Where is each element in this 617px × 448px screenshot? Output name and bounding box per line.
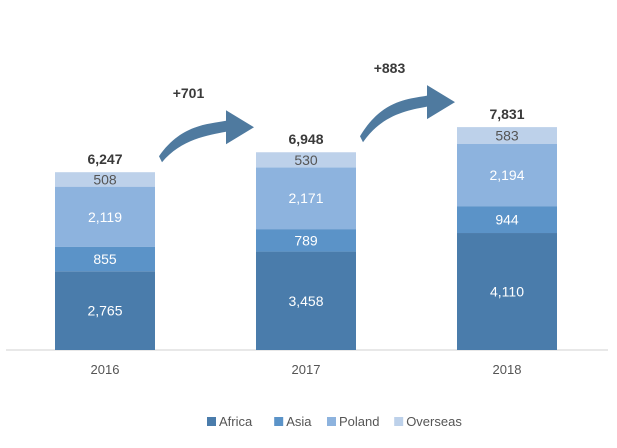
bar-asia-2018 [457,206,557,234]
bar-overseas-2018 [457,127,557,144]
data-label-overseas-2016: 508 [93,171,117,187]
total-label-2017: 6,948 [288,131,323,147]
data-label-asia-2017: 789 [294,232,318,248]
data-label-africa-2016: 2,765 [87,303,122,319]
data-label-africa-2018: 4,110 [490,284,524,300]
data-label-poland-2017: 2,171 [288,190,323,206]
bar-poland-2017 [256,167,356,230]
legend-swatch-overseas [394,417,404,426]
x-tick-label-2017: 2017 [292,362,321,377]
legend: Africa Asia Poland Overseas [207,414,462,429]
legend-label-poland: Poland [339,414,379,429]
legend-swatch-poland [327,417,336,426]
legend-label-africa: Africa [219,414,253,429]
growth-arrows-group: +701 +883 [159,60,455,163]
x-tick-label-2016: 2016 [91,362,120,377]
data-label-overseas-2017: 530 [294,152,318,168]
bar-africa-2018 [457,233,557,350]
data-label-poland-2016: 2,119 [88,209,122,225]
total-label-2016: 6,247 [87,151,122,167]
total-label-2018: 7,831 [489,106,524,122]
data-label-asia-2016: 855 [93,251,117,267]
x-tick-labels-group: 2016 2017 2018 [91,362,522,377]
data-label-poland-2018: 2,194 [489,167,524,183]
legend-swatch-africa [207,417,216,426]
legend-label-overseas: Overseas [406,414,462,429]
legend-label-asia: Asia [286,414,312,429]
data-label-asia-2018: 944 [495,212,519,228]
bar-asia-2017 [256,229,356,252]
data-label-africa-2017: 3,458 [288,293,323,309]
growth-label-2016-2017: +701 [173,85,205,101]
bar-asia-2016 [55,246,155,272]
bar-poland-2016 [55,186,155,247]
growth-label-2017-2018: +883 [374,60,406,76]
bars-group: 2,765 855 2,119 508 6,247 3,458 789 2,171 530 6,9… [55,106,557,350]
growth-arrow-2016-2017 [159,110,254,163]
bar-africa-2017 [256,251,356,350]
growth-arrow-2017-2018 [360,85,455,143]
bar-overseas-2017 [256,152,356,168]
x-tick-label-2018: 2018 [493,362,522,377]
bar-africa-2016 [55,271,155,350]
bar-overseas-2016 [55,172,155,187]
legend-swatch-asia [274,417,284,426]
bar-poland-2018 [457,143,557,207]
data-label-overseas-2018: 583 [495,127,519,143]
